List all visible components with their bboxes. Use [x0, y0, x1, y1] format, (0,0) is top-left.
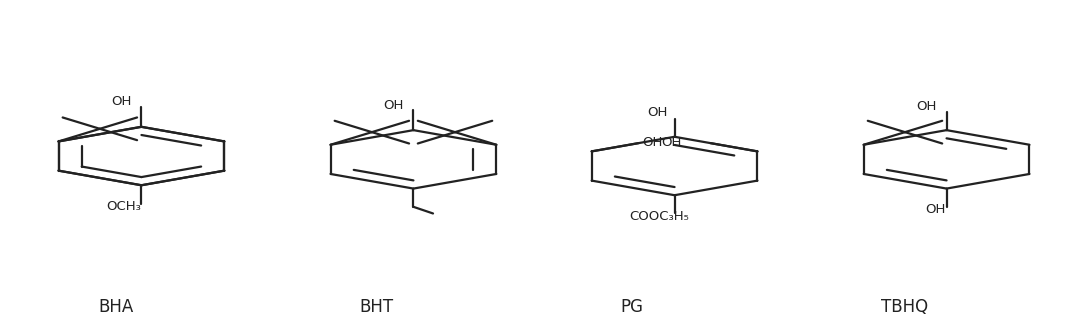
Text: OH: OH — [383, 99, 404, 112]
Text: OCH₃: OCH₃ — [107, 200, 141, 213]
Text: OH: OH — [642, 136, 663, 149]
Text: OH: OH — [662, 136, 682, 149]
Text: OH: OH — [647, 106, 668, 119]
Text: OH: OH — [925, 203, 945, 216]
Text: OH: OH — [916, 100, 937, 113]
Text: BHA: BHA — [98, 298, 133, 316]
Text: OH: OH — [111, 95, 132, 108]
Text: PG: PG — [620, 298, 643, 316]
Text: BHT: BHT — [359, 298, 393, 316]
Text: TBHQ: TBHQ — [881, 298, 928, 316]
Text: COOC₃H₅: COOC₃H₅ — [629, 210, 689, 223]
